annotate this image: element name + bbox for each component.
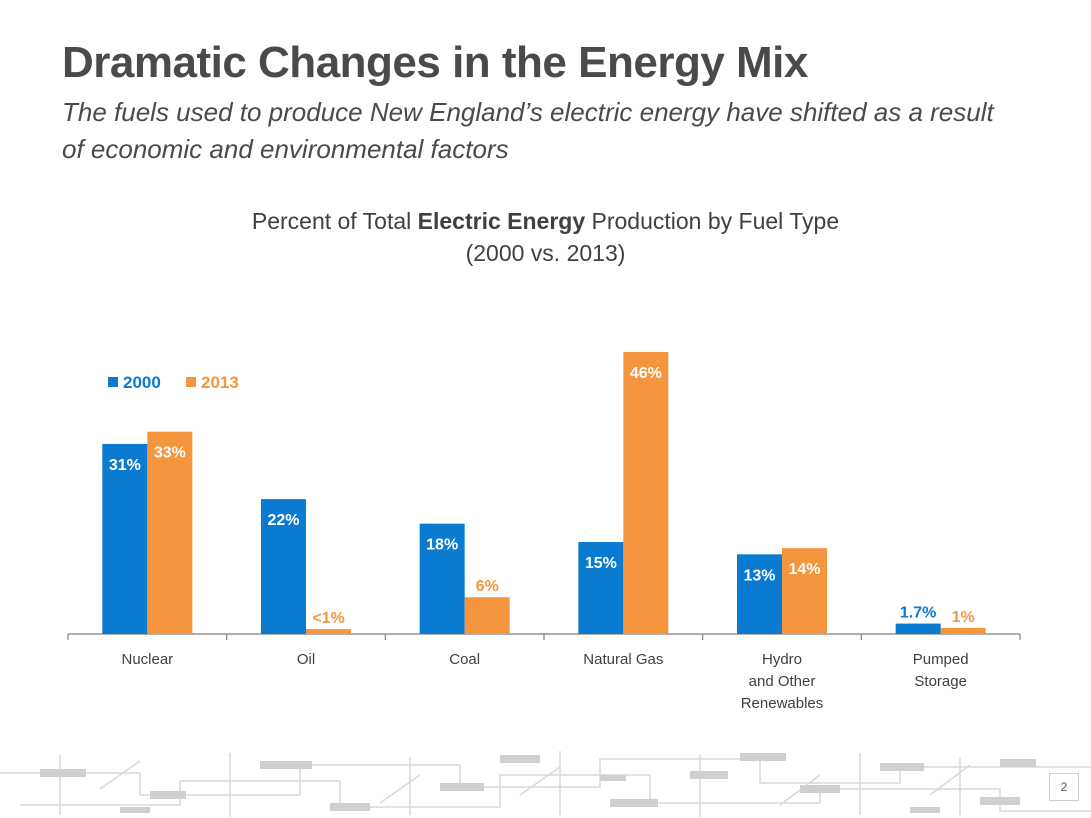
slide-title: Dramatic Changes in the Energy Mix [62,38,808,87]
bar-2000 [737,554,782,634]
x-tick-label: Hydro [762,651,802,668]
x-tick-label: Natural Gas [583,651,663,668]
legend-swatch-2000 [108,377,118,387]
bar-2000 [895,623,941,634]
bar-2013 [940,627,986,634]
data-label: 18% [426,537,458,554]
bar-2013 [147,431,193,634]
data-label: 22% [267,512,299,529]
bar-2013 [306,629,351,634]
x-tick-label: Storage [914,673,967,690]
chart-title-prefix: Percent of Total [251,208,418,234]
chart-title-period: (2000 vs. 2013) [465,240,626,266]
bar-2000 [419,523,465,634]
data-label: 14% [788,561,820,578]
bar-chart: 31% 33% Nuclear 22% <1% Oil 18% 6% Coal 15% 46% Nat… [67,352,1021,712]
bar-2000 [102,443,148,634]
bar-2000 [578,542,624,634]
x-tick-label: and Other [749,673,816,690]
chart-title-suffix: Production by Fuel Type [585,208,840,234]
bar-2000 [261,499,306,634]
x-tick-label: Renewables [741,695,824,712]
x-tick-label: Coal [449,651,480,668]
legend-label-2000: 2000 [123,373,161,392]
circuit-decoration [0,751,1091,817]
slide-subtitle: The fuels used to produce New England’s … [62,97,994,164]
bar-2013 [464,597,510,634]
data-label: 15% [585,555,617,572]
data-label: 6% [476,578,499,595]
legend-label-2013: 2013 [201,373,239,392]
legend-swatch-2013 [186,377,196,387]
bar-2013 [782,548,827,634]
x-tick-label: Pumped [913,651,969,668]
x-tick-label: Nuclear [121,651,173,668]
chart-title: Percent of Total Electric Energy Product… [0,208,1091,235]
x-tick-label: Oil [297,651,315,668]
data-label: 31% [109,457,141,474]
chart-title-bold: Electric Energy [417,208,586,234]
data-label: 1.7% [900,605,936,622]
data-label: 1% [952,609,975,626]
data-label: 13% [743,567,775,584]
data-label: <1% [312,610,344,627]
data-label: 46% [630,365,662,382]
page-number: 2 [1049,773,1079,801]
data-label: 33% [154,445,186,462]
bar-2013 [623,352,669,634]
